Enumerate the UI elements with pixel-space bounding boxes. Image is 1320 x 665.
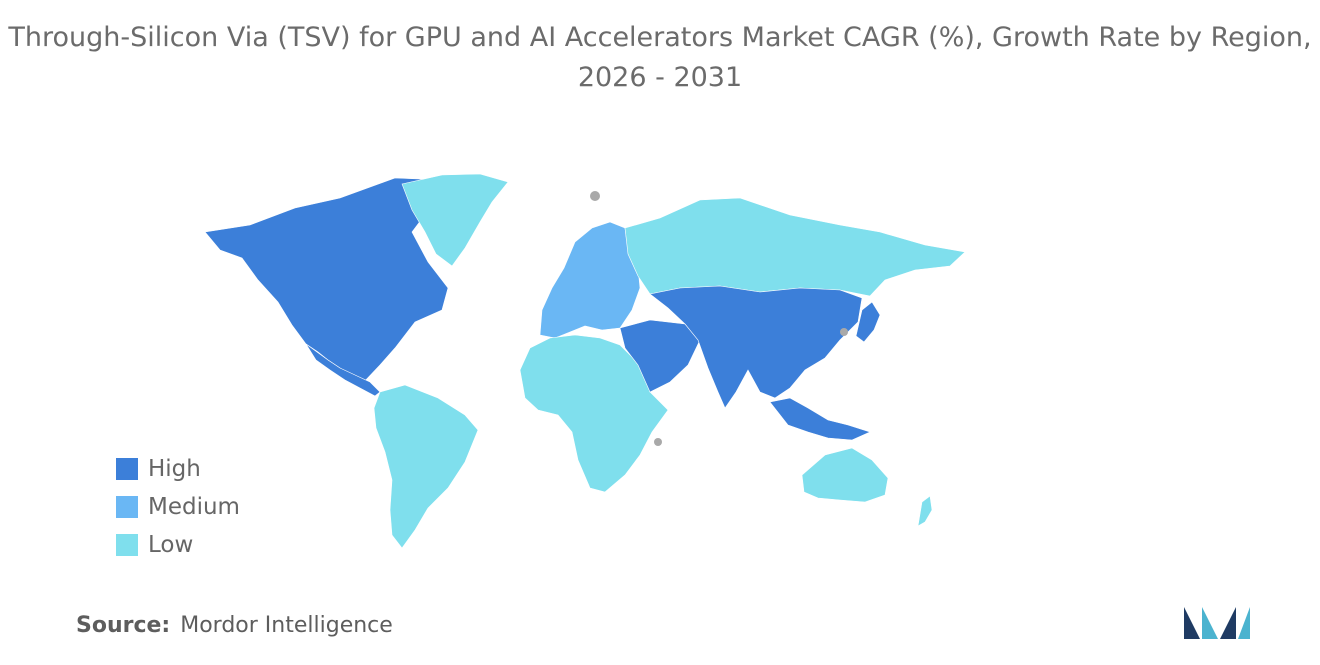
source-line: Source: Mordor Intelligence xyxy=(76,613,393,638)
legend-item-medium: Medium xyxy=(116,488,240,526)
region-africa xyxy=(519,334,669,493)
logo-shape-mid xyxy=(1202,607,1218,639)
region-australia xyxy=(801,447,889,503)
mordor-intelligence-logo xyxy=(1184,607,1250,639)
no-data-svalbard xyxy=(590,191,600,201)
no-data-madagascar-area xyxy=(654,438,662,446)
region-greenland xyxy=(401,173,509,267)
legend-label-medium: Medium xyxy=(148,494,240,520)
region-japan xyxy=(855,301,881,343)
region-north-america xyxy=(204,177,449,385)
world-map xyxy=(180,170,1000,560)
region-new-zealand xyxy=(917,495,933,527)
region-central-america xyxy=(305,343,381,397)
world-map-svg xyxy=(204,173,966,549)
region-middle-east xyxy=(619,319,701,393)
no-data-korea xyxy=(840,328,848,336)
legend-swatch-medium xyxy=(116,496,138,518)
legend: High Medium Low xyxy=(116,450,240,564)
logo-shape-right-a xyxy=(1220,607,1236,639)
source-value: Mordor Intelligence xyxy=(180,613,393,638)
region-southeast-asia xyxy=(769,397,871,441)
legend-swatch-low xyxy=(116,534,138,556)
legend-swatch-high xyxy=(116,458,138,480)
logo-shape-left xyxy=(1184,607,1200,639)
legend-label-low: Low xyxy=(148,532,194,558)
logo-shape-right-b xyxy=(1238,607,1250,639)
legend-label-high: High xyxy=(148,456,201,482)
chart-title: Through-Silicon Via (TSV) for GPU and AI… xyxy=(8,22,1312,93)
region-asia xyxy=(649,285,863,409)
legend-item-high: High xyxy=(116,450,240,488)
region-europe xyxy=(539,221,641,339)
legend-item-low: Low xyxy=(116,526,240,564)
region-south-america xyxy=(373,384,479,549)
source-label: Source: xyxy=(76,613,171,638)
region-russia xyxy=(624,197,966,297)
